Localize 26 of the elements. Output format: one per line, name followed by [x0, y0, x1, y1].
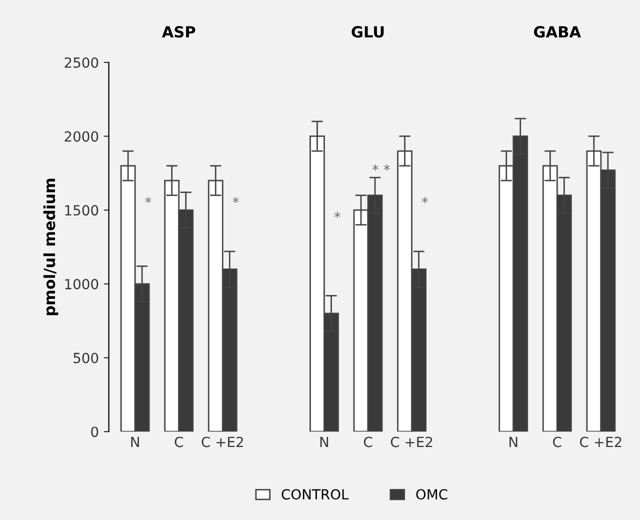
annotation: * [334, 212, 340, 218]
x-tick-label: C [174, 436, 183, 448]
annotation: * [422, 196, 428, 204]
x-tick-label: N [510, 436, 518, 448]
y-tick-label: 1500 [65, 205, 98, 216]
y-tick-label: 1000 [65, 278, 98, 290]
y-tick-label: 0 [91, 426, 98, 438]
chart-title: ASP [162, 26, 196, 38]
x-tick-label: N [320, 436, 328, 448]
legend-label: CONTROL [282, 489, 349, 500]
y-tick-label: 2000 [64, 131, 98, 142]
annotation: * [145, 196, 152, 204]
y-tick-label: 2500 [64, 57, 98, 68]
annotation: * [232, 196, 239, 204]
chart-title: GABA [534, 26, 581, 38]
y-tick-label: 500 [74, 352, 98, 364]
x-tick-label: N [131, 436, 139, 448]
legend-label: OMC [416, 489, 448, 500]
x-tick-label: C [553, 436, 562, 448]
x-tick-label: C +E2 [580, 436, 622, 448]
annotation: * * [372, 164, 390, 171]
x-tick-label: C +E2 [202, 436, 243, 448]
x-tick-label: C [364, 436, 372, 448]
x-tick-label: C +E2 [390, 436, 432, 448]
y-axis-title: pmol/ul medium [43, 178, 58, 316]
chart-title: GLU [352, 26, 384, 38]
